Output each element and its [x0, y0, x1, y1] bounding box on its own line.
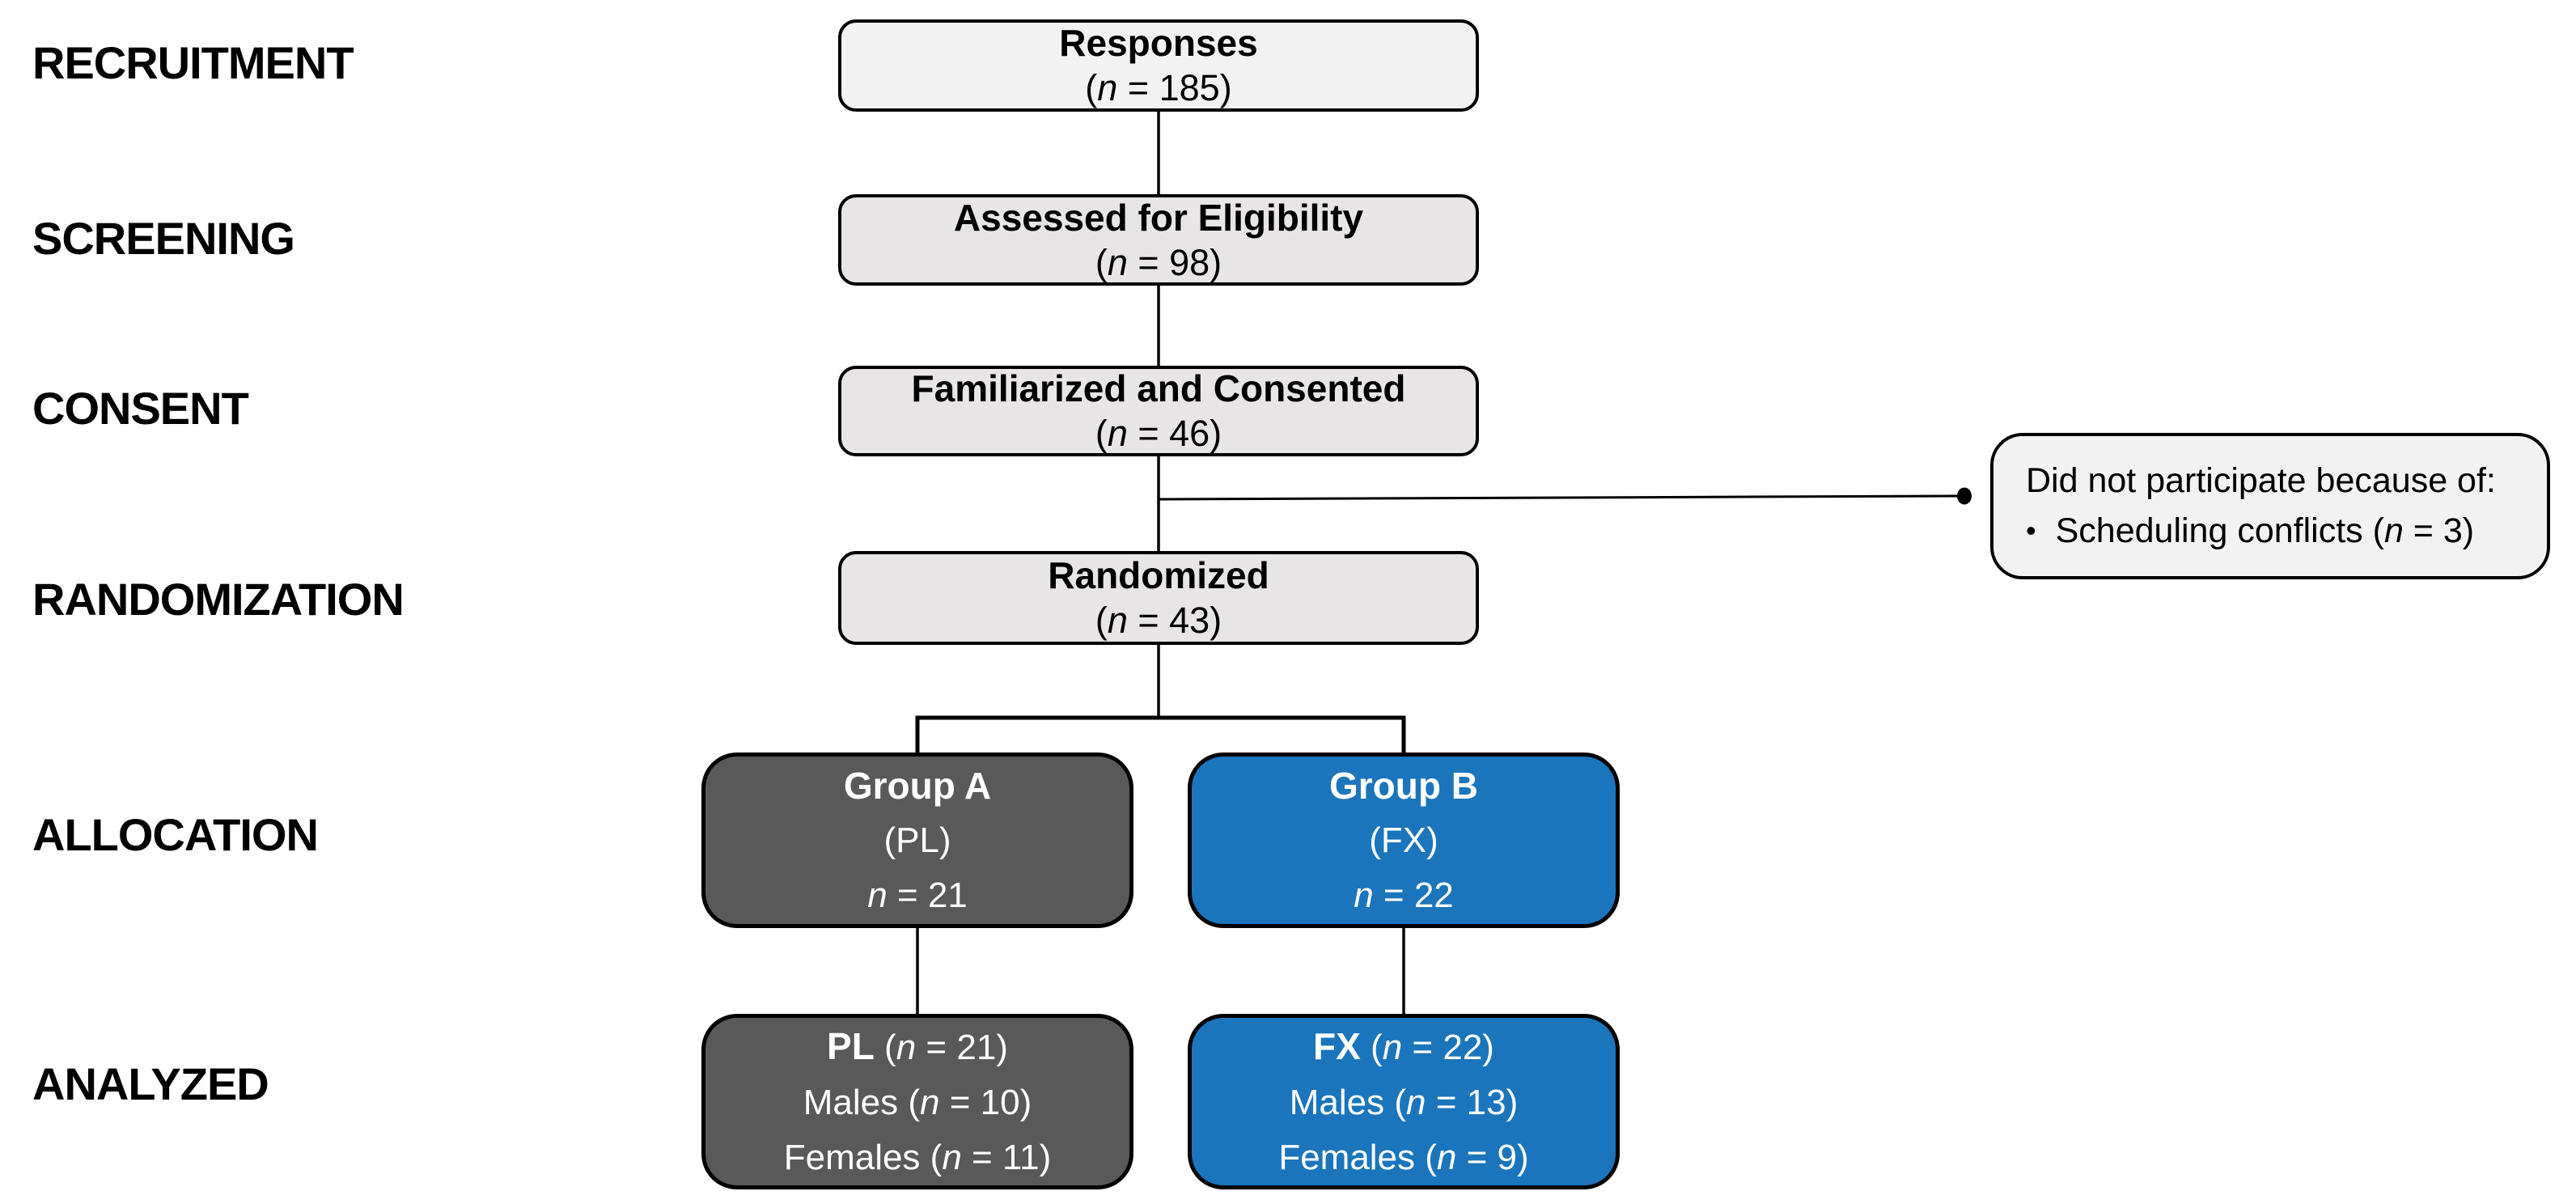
group-code: (PL)	[883, 820, 951, 860]
n-rest: = 11)	[961, 1137, 1052, 1177]
paren-open: (	[1095, 241, 1108, 283]
box-n-count: (n = 185)	[1085, 66, 1231, 111]
box-title: Randomized	[1048, 554, 1269, 596]
n-rest: = 10)	[939, 1082, 1032, 1122]
stage-label-allocation: ALLOCATION	[32, 809, 319, 860]
paren-open: (	[1360, 1027, 1383, 1067]
n-italic: n	[1097, 67, 1118, 108]
label: Females (	[1278, 1137, 1437, 1177]
paren-open: (	[874, 1027, 896, 1067]
n-italic: n	[1382, 1027, 1403, 1067]
n-rest: = 22	[1373, 875, 1454, 915]
flow-box-responses: Responses (n = 185)	[838, 19, 1479, 112]
paren-open: (	[1095, 413, 1108, 454]
n-italic: n	[1436, 1137, 1457, 1177]
bullet-glyph: •	[2026, 514, 2036, 547]
analyzed-line-total: FX (n = 22)	[1313, 1019, 1494, 1075]
n-rest: = 21)	[916, 1027, 1008, 1067]
allocation-box-group-a: Group A (PL) n = 21	[701, 752, 1133, 928]
label: Females (	[783, 1137, 943, 1177]
stage-label-screening: SCREENING	[32, 213, 295, 264]
group-code: (FX)	[1369, 820, 1438, 860]
n-rest: = 46)	[1127, 413, 1222, 454]
n-italic: n	[1107, 241, 1128, 283]
exclusion-line-endpoint-dot	[1957, 487, 1972, 505]
n-italic: n	[920, 1082, 940, 1122]
n-italic: n	[2383, 511, 2404, 550]
n-italic: n	[1406, 1082, 1426, 1122]
flow-box-familiarized-and-consented: Familiarized and Consented (n = 46)	[838, 366, 1479, 456]
exclusion-bullet-item: • Scheduling conflicts (n = 3)	[2026, 506, 2539, 556]
n-rest: = 9)	[1456, 1137, 1529, 1177]
group-title: Group B	[1329, 764, 1478, 807]
n-italic: n	[1107, 600, 1128, 641]
box-title: Familiarized and Consented	[911, 367, 1406, 409]
split-branch-line	[915, 715, 1406, 754]
n-rest: = 185)	[1117, 67, 1232, 108]
stage-label-analyzed: ANALYZED	[32, 1058, 269, 1109]
n-italic: n	[1354, 875, 1374, 915]
analyzed-line-males: Males (n = 13)	[1290, 1075, 1518, 1130]
stage-label-consent: CONSENT	[32, 383, 249, 434]
box-n-count: (n = 46)	[1095, 411, 1222, 456]
group-n-count: n = 22	[1354, 868, 1454, 923]
box-title: Responses	[1059, 22, 1258, 64]
n-italic: n	[1107, 413, 1128, 454]
flow-box-randomized: Randomized (n = 43)	[838, 551, 1479, 645]
analyzed-box-pl: PL (n = 21) Males (n = 10) Females (n = …	[701, 1014, 1133, 1189]
paren-open: (	[1095, 600, 1108, 641]
group-code: PL	[827, 1024, 875, 1067]
group-n-count: n = 21	[867, 868, 968, 923]
box-n-count: (n = 43)	[1095, 598, 1222, 643]
n-italic: n	[942, 1137, 962, 1177]
stage-label-randomization: RANDOMIZATION	[32, 574, 405, 625]
group-code: FX	[1313, 1024, 1361, 1067]
analyzed-line-total: PL (n = 21)	[827, 1019, 1008, 1075]
n-rest: = 98)	[1127, 241, 1222, 283]
flow-box-assessed-for-eligibility: Assessed for Eligibility (n = 98)	[838, 194, 1479, 286]
n-rest: = 22)	[1402, 1027, 1494, 1067]
n-italic: n	[896, 1027, 917, 1067]
exclusion-title: Did not participate because of:	[2026, 461, 2496, 500]
exclusion-branch-line	[1158, 494, 1959, 501]
label: Males (	[803, 1082, 920, 1122]
analyzed-line-females: Females (n = 11)	[784, 1130, 1052, 1185]
n-rest: = 21	[887, 875, 968, 915]
n-rest: = 3)	[2403, 511, 2475, 550]
group-title: Group A	[843, 764, 992, 807]
n-rest: = 43)	[1127, 600, 1222, 641]
allocation-box-group-b: Group B (FX) n = 22	[1188, 752, 1620, 928]
analyzed-box-fx: FX (n = 22) Males (n = 13) Females (n = …	[1188, 1014, 1620, 1189]
exclusion-box-did-not-participate: Did not participate because of: • Schedul…	[1990, 433, 2550, 579]
n-italic: n	[867, 875, 888, 915]
n-rest: = 13)	[1426, 1082, 1519, 1122]
analyzed-line-females: Females (n = 9)	[1278, 1130, 1528, 1185]
box-title: Assessed for Eligibility	[953, 196, 1364, 239]
exclusion-reason: Scheduling conflicts (	[2055, 511, 2384, 550]
analyzed-line-males: Males (n = 10)	[803, 1075, 1032, 1130]
box-n-count: (n = 98)	[1095, 240, 1222, 286]
stage-label-recruitment: RECRUITMENT	[32, 37, 354, 88]
paren-open: (	[1085, 67, 1098, 108]
label: Males (	[1289, 1082, 1406, 1122]
